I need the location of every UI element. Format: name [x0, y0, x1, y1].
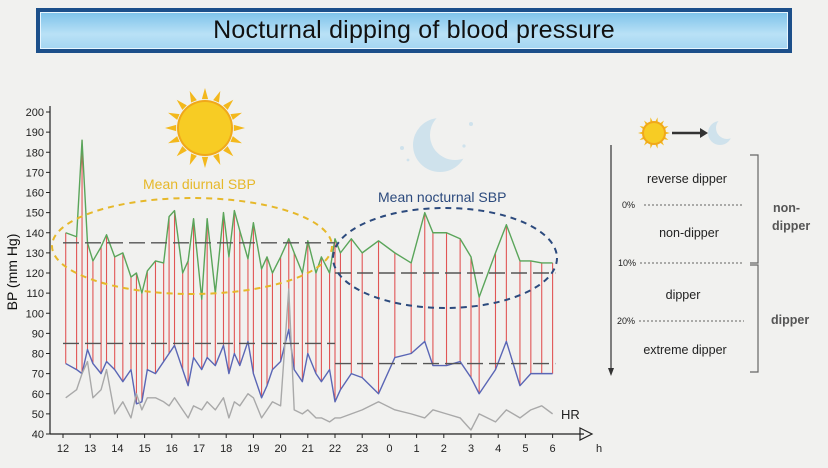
reverse-dipper-label: reverse dipper [647, 172, 727, 186]
x-tick-label: 14 [111, 443, 123, 455]
non-dipper-group-label: non- dipper [772, 201, 810, 233]
sun-icon [165, 88, 245, 168]
y-tick-label: 120 [26, 268, 44, 280]
y-tick-label: 170 [26, 167, 44, 179]
x-tick-label: 20 [274, 443, 286, 455]
x-tick-label: 3 [468, 443, 474, 455]
x-tick-label: 18 [220, 443, 232, 455]
sun-to-moon-icon [638, 117, 670, 149]
x-tick-label: 6 [550, 443, 556, 455]
diurnal-ellipse [51, 197, 333, 295]
y-tick-label: 40 [32, 429, 44, 441]
x-tick-label: 17 [193, 443, 205, 455]
threshold-20: 20% [617, 316, 635, 326]
mean-lines [63, 242, 556, 365]
y-tick-label: 60 [32, 389, 44, 401]
extreme-dipper-label: extreme dipper [643, 343, 726, 357]
sbp-line [65, 139, 553, 300]
bp-bars [65, 140, 554, 404]
y-tick-label: 70 [32, 369, 44, 381]
threshold-10: 10% [618, 258, 636, 268]
x-tick-label: 22 [329, 443, 341, 455]
dipper-legend: reverse dipper non-dipper dipper extreme… [608, 117, 810, 376]
x-tick-label: 13 [84, 443, 96, 455]
y-tick-label: 160 [26, 188, 44, 200]
x-axis-arrow [579, 427, 594, 441]
x-tick-label: 16 [166, 443, 178, 455]
y-tick-label: 50 [32, 409, 44, 421]
dipper-group-label: dipper [771, 313, 809, 327]
x-tick-label: 5 [522, 443, 528, 455]
y-tick-label: 80 [32, 349, 44, 361]
series-lines [65, 139, 554, 431]
moon-icon [400, 110, 480, 172]
dipper-label: dipper [666, 288, 701, 302]
hr-label: HR [561, 407, 580, 422]
slide-title: Nocturnal dipping of blood pressure [40, 12, 788, 49]
nocturnal-label: Mean nocturnal SBP [378, 189, 506, 205]
y-tick-label: 140 [26, 228, 44, 240]
x-tick-label: 15 [138, 443, 150, 455]
x-tick-label: 21 [302, 443, 314, 455]
x-tick-label: 12 [57, 443, 69, 455]
threshold-0: 0% [622, 200, 635, 210]
title-banner: Nocturnal dipping of blood pressure [36, 8, 792, 53]
y-tick-label: 130 [26, 248, 44, 260]
y-tick-label: 200 [26, 107, 44, 119]
diurnal-label: Mean diurnal SBP [143, 176, 256, 192]
non-dipper-label: non-dipper [659, 226, 719, 240]
x-tick-label: 0 [386, 443, 392, 455]
y-tick-label: 110 [26, 288, 44, 300]
x-tick-label: 4 [495, 443, 501, 455]
x-tick-label: 23 [356, 443, 368, 455]
nocturnal-ellipse [332, 207, 558, 309]
x-tick-label: 1 [414, 443, 420, 455]
x-axis-label: h [596, 443, 602, 455]
chart-axes: 4050607080901001101201301401501601701801… [26, 106, 602, 455]
x-tick-label: 2 [441, 443, 447, 455]
y-tick-label: 190 [26, 127, 44, 139]
y-tick-label: 90 [32, 328, 44, 340]
hr-line [65, 288, 554, 431]
y-axis-label: BP (mm Hg) [4, 234, 20, 311]
dbp-line [65, 328, 553, 405]
x-tick-label: 19 [247, 443, 259, 455]
y-tick-label: 150 [26, 208, 44, 220]
y-tick-label: 180 [26, 147, 44, 159]
y-tick-label: 100 [26, 308, 44, 320]
